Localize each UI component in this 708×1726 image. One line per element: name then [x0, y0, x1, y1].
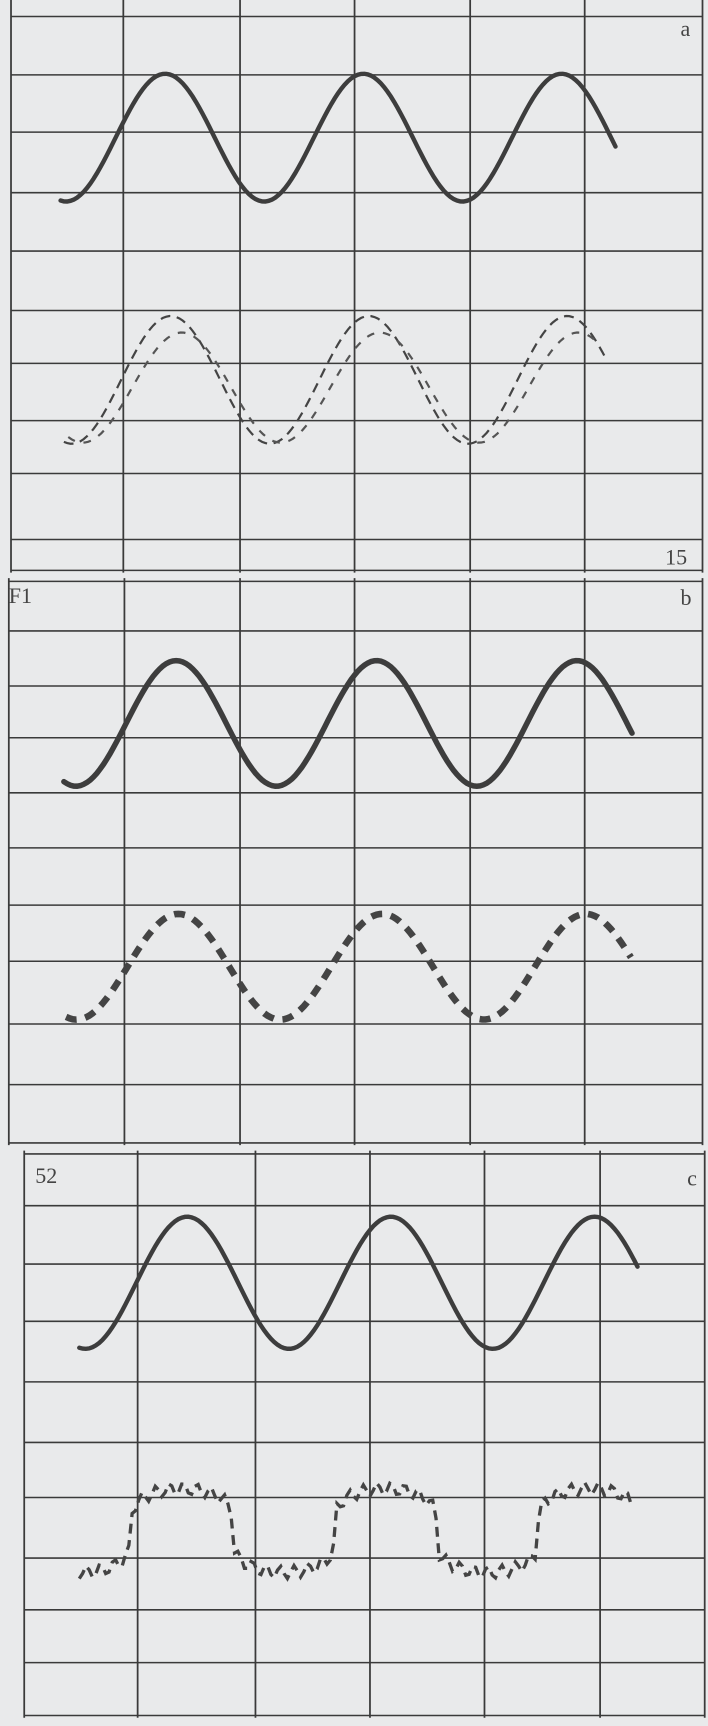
panel-label: b	[680, 585, 691, 610]
panel-label: a	[680, 16, 690, 41]
page: {"panels": [ {"label": "a", "note": "15"…	[0, 0, 708, 1726]
corner-note: 15	[665, 544, 687, 569]
panel-label: c	[687, 1165, 697, 1190]
corner-note: 52	[35, 1163, 57, 1188]
corner-note: F1	[9, 583, 32, 608]
grid-sheet: a 15 b F1 c 52	[0, 0, 708, 1726]
